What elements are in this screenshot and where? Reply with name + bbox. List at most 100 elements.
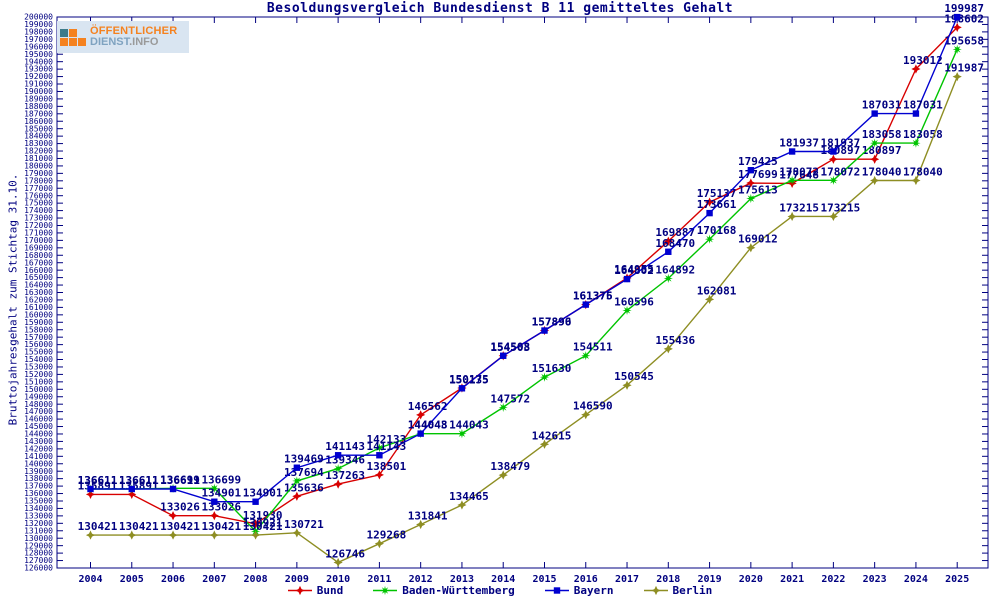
svg-text:132000: 132000 [24,519,53,528]
svg-text:198000: 198000 [24,27,53,36]
svg-text:144000: 144000 [24,430,53,439]
svg-text:2023: 2023 [863,574,887,585]
data-label: 180897 [862,144,902,157]
data-label: 178072 [821,165,861,178]
svg-text:161000: 161000 [24,303,53,312]
svg-text:2018: 2018 [656,574,680,585]
svg-text:133000: 133000 [24,511,53,520]
svg-text:2009: 2009 [285,574,309,585]
data-label: 187031 [862,99,902,112]
data-label: 137263 [325,469,365,482]
svg-text:194000: 194000 [24,57,53,66]
svg-text:155000: 155000 [24,348,53,357]
legend-marker-Bund [287,585,312,596]
svg-text:159000: 159000 [24,318,53,327]
data-label: 130721 [284,518,324,531]
data-label: 175613 [738,184,778,197]
data-label: 170168 [697,224,737,237]
svg-text:2024: 2024 [904,574,928,585]
legend-item-Bund: Bund [287,584,344,597]
data-label: 135636 [284,481,324,494]
svg-text:2019: 2019 [698,574,722,585]
svg-text:2005: 2005 [120,574,144,585]
data-label: 168470 [655,237,695,250]
svg-text:131000: 131000 [24,526,53,535]
data-label: 164892 [655,263,695,276]
logo-square [60,28,68,37]
data-label: 141143 [325,440,365,453]
svg-text:2006: 2006 [161,574,185,585]
data-label: 130421 [201,520,241,533]
svg-text:183000: 183000 [24,139,53,148]
logo-text-line1: ÖFFENTLICHER [90,25,178,37]
data-label: 160596 [614,295,654,308]
svg-text:184000: 184000 [24,132,53,141]
svg-text:181000: 181000 [24,154,53,163]
data-label: 173661 [697,198,737,211]
svg-text:167000: 167000 [24,258,53,267]
data-label: 161375 [573,290,613,303]
svg-text:190000: 190000 [24,87,53,96]
svg-text:2020: 2020 [739,574,763,585]
chart-title: Besoldungsvergleich Bundesdienst B 11 ge… [266,1,734,16]
data-label: 136611 [160,474,200,487]
series-Baden-Württemberg: 136611 136611 136699 1366991309211376941393… [78,34,984,536]
logo-square [60,37,68,46]
svg-text:162000: 162000 [24,296,53,305]
data-label: 130421 [243,520,283,533]
legend-item-Bayern: Bayern [544,584,614,597]
svg-text:148000: 148000 [24,400,53,409]
svg-text:175000: 175000 [24,199,53,208]
data-label: 144048 [408,419,448,432]
data-label: 181937 [779,136,819,149]
svg-text:177000: 177000 [24,184,53,193]
data-label: 177699 [738,168,778,181]
data-label: 136699 [201,473,241,486]
svg-text:160000: 160000 [24,310,53,319]
svg-text:152000: 152000 [24,370,53,379]
svg-text:2008: 2008 [244,574,268,585]
svg-text:143000: 143000 [24,437,53,446]
legend-marker-Baden-Württemberg [373,585,398,596]
data-label: 136699 [160,473,200,486]
data-label: 137694 [284,466,324,479]
logo-square [69,28,77,37]
data-label: 164955 [614,263,654,276]
data-label: 146562 [408,400,448,413]
svg-text:2014: 2014 [491,574,515,585]
svg-text:151000: 151000 [24,377,53,386]
data-label: 150545 [614,370,654,383]
data-label: 161376 [573,290,613,303]
svg-text:2021: 2021 [780,574,804,585]
data-label: 178040 [903,166,943,179]
svg-text:199000: 199000 [24,20,53,29]
data-label: 130421 [119,520,159,533]
svg-text:150000: 150000 [24,385,53,394]
data-label: 144043 [449,419,489,432]
site-logo: ÖFFENTLICHER DIENST.INFO [57,21,189,53]
data-label: 136611 [78,474,118,487]
svg-text:153000: 153000 [24,363,53,372]
legend-label: Bund [316,584,344,597]
svg-text:135000: 135000 [24,497,53,506]
svg-text:176000: 176000 [24,191,53,200]
svg-text:188000: 188000 [24,102,53,111]
svg-text:129000: 129000 [24,541,53,550]
data-label: 136611 [78,474,118,487]
data-label: 179425 [738,155,778,168]
data-label: 155436 [655,334,695,347]
data-label: 157890 [532,316,572,329]
svg-text:158000: 158000 [24,325,53,334]
svg-text:196000: 196000 [24,42,53,51]
logo-square [78,29,86,37]
svg-text:174000: 174000 [24,206,53,215]
svg-text:2004: 2004 [78,574,102,585]
legend-marker-Berlin [643,585,668,596]
legend-label: Berlin [672,584,713,597]
svg-text:186000: 186000 [24,117,53,126]
svg-text:180000: 180000 [24,162,53,171]
data-label: 141143 [367,440,407,453]
svg-text:2007: 2007 [202,574,226,585]
